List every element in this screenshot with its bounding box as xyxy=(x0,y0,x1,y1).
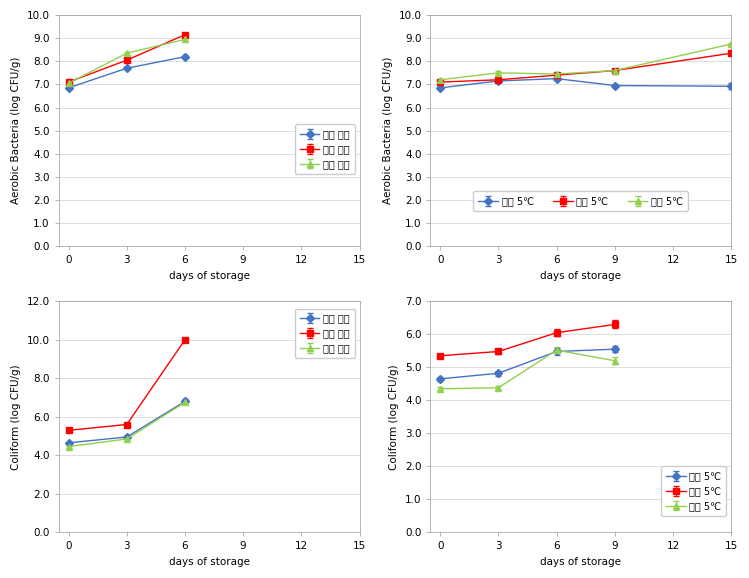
Y-axis label: Aerobic Bacteria (log CFU/g): Aerobic Bacteria (log CFU/g) xyxy=(11,57,21,204)
X-axis label: days of storage: days of storage xyxy=(540,271,622,281)
Legend: 상토 상온, 수경 상온, 토양 상온: 상토 상온, 수경 상온, 토양 상온 xyxy=(295,124,355,174)
Legend: 상토 5℃, 수경 5℃, 토양 5℃: 상토 5℃, 수경 5℃, 토양 5℃ xyxy=(473,191,688,211)
Y-axis label: Aerobic Bacteria (log CFU/g): Aerobic Bacteria (log CFU/g) xyxy=(383,57,393,204)
Y-axis label: Coliform (log CFU/g): Coliform (log CFU/g) xyxy=(11,364,21,470)
Legend: 상토 상온, 수경 상온, 토양 상온: 상토 상온, 수경 상온, 토양 상온 xyxy=(295,309,355,358)
X-axis label: days of storage: days of storage xyxy=(169,557,249,567)
X-axis label: days of storage: days of storage xyxy=(540,557,622,567)
Legend: 상토 5℃, 수경 5℃, 토양 5℃: 상토 5℃, 수경 5℃, 토양 5℃ xyxy=(661,466,727,516)
Y-axis label: Coliform (log CFU/g): Coliform (log CFU/g) xyxy=(389,364,399,470)
X-axis label: days of storage: days of storage xyxy=(169,271,249,281)
